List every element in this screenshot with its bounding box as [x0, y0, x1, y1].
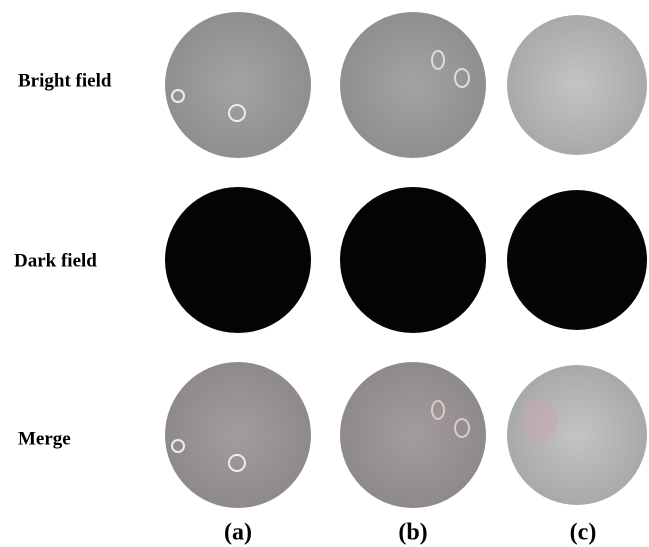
figure: Bright field Dark field Merge (a) (b) (c…: [0, 0, 649, 547]
row-label: Merge: [18, 428, 71, 449]
row-label: Dark field: [14, 250, 97, 271]
micrograph: [340, 12, 486, 158]
merge-row: [165, 362, 647, 508]
micrograph: [340, 187, 486, 333]
column-label: (c): [570, 520, 597, 546]
column-label: (a): [224, 520, 252, 546]
micrograph: [165, 187, 311, 333]
micrograph: [340, 362, 486, 508]
bright-field-row: [165, 12, 647, 158]
micrograph: [507, 15, 647, 155]
row-label: Bright field: [18, 70, 112, 91]
column-label: (b): [398, 520, 427, 546]
dark-field-row: [165, 187, 647, 333]
micrograph: [507, 190, 647, 330]
micrograph: [165, 12, 311, 158]
stain: [522, 398, 558, 442]
micrograph: [165, 362, 311, 508]
